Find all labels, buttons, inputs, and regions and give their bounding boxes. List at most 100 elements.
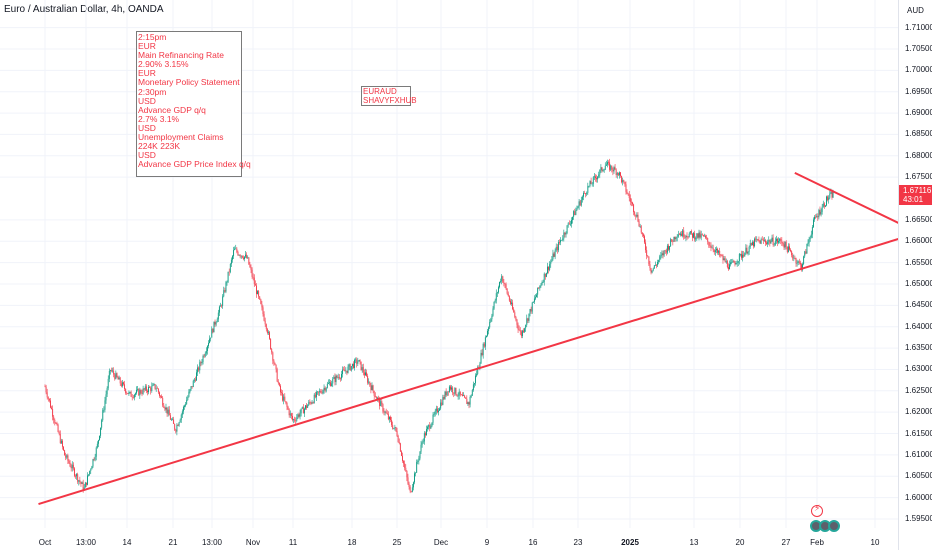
candle-body [509,300,511,304]
candle-body [520,331,522,337]
candle-body [179,419,181,423]
candle-body [422,441,424,443]
candle-body [606,162,608,165]
price-axis[interactable]: AUD 1.71000 1.70500 1.70000 1.69500 1.69000 1… [898,0,932,550]
candle-body [190,386,192,390]
candle-body [331,383,333,387]
candle-body [209,338,211,343]
candle-body [771,237,773,242]
candle-body [217,312,219,320]
candle-body [104,400,106,410]
time-tick-label: 2025 [621,538,639,547]
candle-body [645,242,647,251]
candle-body [557,242,559,251]
candle-body [481,352,483,356]
candle-body [379,398,381,407]
candle-body [528,313,530,321]
candle-body [625,184,627,192]
candle-body [148,387,149,393]
candle-body [511,302,512,304]
candle-body [235,248,237,250]
candle-body [596,178,597,180]
candle-body [548,266,550,270]
candle-body [735,263,737,265]
candle-body [489,322,491,328]
candle-body [693,233,694,238]
candle-body [474,383,475,385]
candle-body [807,242,809,244]
candle-body [92,459,94,467]
trendline-support [38,238,898,506]
candle-body [774,241,776,245]
candle-body [354,359,356,368]
chart-grid [0,0,898,528]
candle-body [78,480,80,482]
candle-body [677,234,679,237]
candle-body [88,474,90,476]
candle-body [93,459,95,460]
candle-body [682,230,684,236]
time-tick-label: 16 [528,538,538,547]
time-axis[interactable]: Oct 13:00 14 21 13:00 Nov 11 18 25 Dec 9 16 23 2025 13… [0,528,898,550]
candle-body [530,309,532,312]
candle-body [550,261,552,265]
candle-body [681,233,683,236]
candle-body [258,291,260,297]
price-tick-label: 1.61000 [905,449,932,459]
event-line: Unemployment Claims [138,132,224,143]
time-tick-label: 20 [735,538,745,547]
candle-body [801,264,802,270]
candle-body [121,382,123,387]
candle-body [533,298,535,302]
candle-body [308,401,310,406]
candle-body [95,447,97,457]
candle-body [75,475,76,477]
candle-body [212,328,214,333]
candle-body [695,237,697,240]
price-chart[interactable] [0,0,898,528]
candle-body [107,378,109,389]
price-tick-label: 1.60000 [905,492,932,502]
candle-body [382,404,384,412]
event-icon-3[interactable] [828,520,840,532]
candle-body [572,216,574,221]
candle-body [761,239,763,240]
candle-body [624,181,626,185]
candle-body [415,472,417,474]
candle-body [407,477,409,484]
candle-body [753,242,754,247]
candle-body [367,375,369,383]
candle-body [700,234,702,238]
candle-body [224,290,226,292]
candle-body [777,238,778,243]
candle-body [359,360,361,362]
candle-body [323,387,325,391]
candle-body [462,394,463,397]
candle-body [187,396,189,400]
candle-body [518,329,520,331]
candle-body [758,240,760,241]
candle-body [341,374,342,379]
candle-body [496,292,498,294]
price-tick-label: 1.68500 [905,129,932,139]
candle-body [191,386,193,388]
event-line: Monetary Policy Statement [138,77,240,88]
lightning-icon[interactable]: ⚡ [811,504,823,517]
candle-body [811,226,813,235]
candle-body [455,387,457,395]
candle-body [829,193,831,198]
candle-body [565,233,567,235]
candle-body [820,211,822,215]
candle-body [499,281,500,288]
candle-body [203,355,205,357]
candle-body [260,299,262,304]
candle-body [278,383,280,386]
time-tick-label: 11 [288,538,298,547]
candle-body [706,237,708,239]
candle-body [710,245,712,248]
candle-body [656,265,657,266]
candle-body [287,406,289,410]
candle-body [52,408,54,417]
candle-body [174,423,176,430]
candle-body [228,271,230,273]
